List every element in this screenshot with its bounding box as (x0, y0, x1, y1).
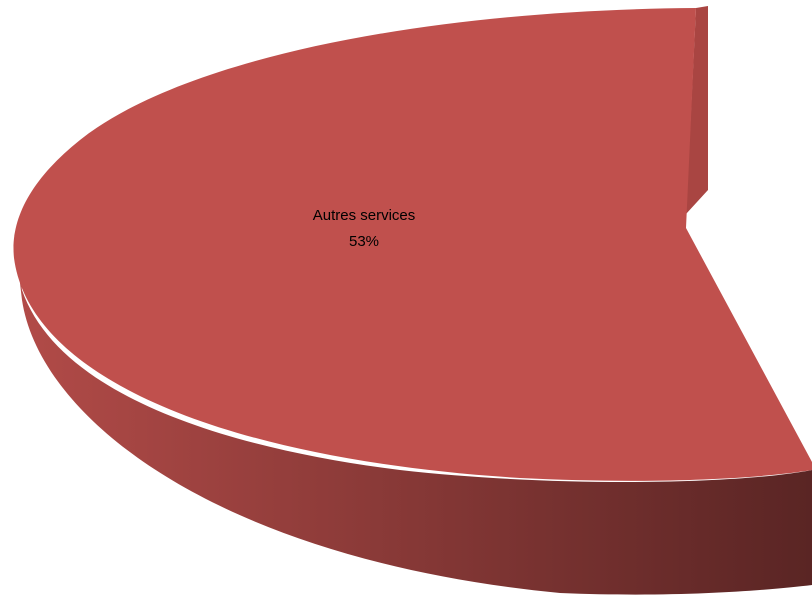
labels-layer: Autres services 53% (313, 207, 416, 250)
pie-slice-autres-services (13, 8, 812, 481)
pie-slice-edge (686, 6, 708, 214)
slices-layer (13, 6, 812, 595)
slice-label-name: Autres services (313, 207, 416, 224)
pie-slice-side (14, 232, 812, 595)
slice-label-percent: 53% (349, 233, 379, 250)
